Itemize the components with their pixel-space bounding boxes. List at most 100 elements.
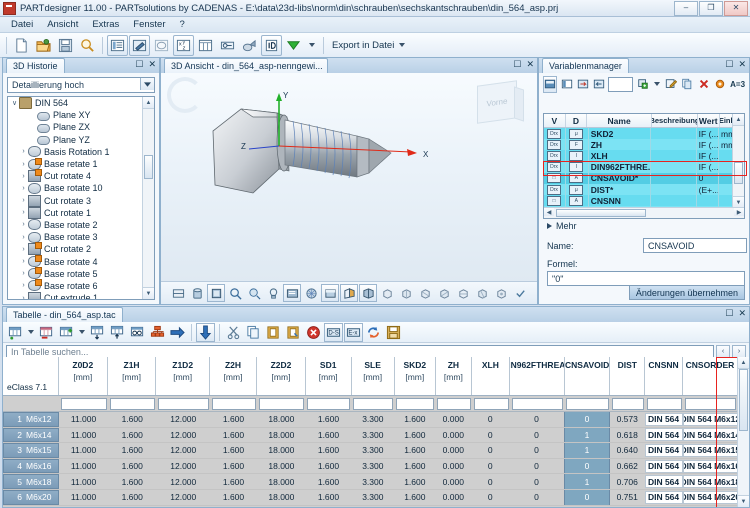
filter-input-z1h[interactable] — [109, 397, 156, 410]
apply-arrow-icon[interactable] — [168, 323, 187, 342]
table-row[interactable]: 4 M6x16 11.000 1.600 12.000 1.600 18.000 1.600 3… — [3, 458, 738, 475]
cell-din962fthread[interactable]: 0 — [534, 429, 539, 440]
table-scroll-thumb[interactable] — [739, 369, 748, 431]
tree-expander-icon[interactable]: › — [22, 245, 25, 253]
cell-z1d2[interactable]: 12.000 — [170, 492, 197, 503]
cell-z0d2[interactable]: 11.000 — [70, 414, 97, 425]
cell-cnsnn[interactable]: DIN 564 — [644, 443, 683, 457]
history-maximize-icon[interactable]: ☐ — [135, 59, 144, 69]
cell-z1d2[interactable]: 12.000 — [170, 461, 197, 472]
cell-z2d2[interactable]: 18.000 — [268, 414, 295, 425]
circle-icon[interactable] — [151, 35, 172, 56]
var-desc-cell[interactable] — [651, 161, 697, 173]
group-icon[interactable] — [148, 323, 167, 342]
list-view-icon[interactable] — [107, 34, 128, 56]
minimize-button[interactable]: – — [674, 1, 698, 16]
tree-item[interactable]: › Base rotate 5 — [8, 267, 143, 280]
filter-input-cnsorder[interactable] — [684, 397, 737, 410]
var-hscroll-right-icon[interactable]: ▶ — [734, 208, 744, 216]
add-column-icon[interactable] — [57, 323, 76, 342]
tree-expander-icon[interactable]: › — [22, 184, 25, 192]
cell-z1h[interactable]: 1.600 — [121, 414, 143, 425]
var-d-cell[interactable]: A — [566, 172, 589, 184]
tree-scroll-down-icon[interactable]: ▼ — [143, 287, 154, 299]
cell-cnsavoid[interactable]: 0 — [564, 412, 610, 427]
export-dropdown-label[interactable]: Export in Datei — [332, 39, 395, 51]
tree-item[interactable]: › Base retate 1 — [8, 157, 143, 170]
cell-cnsnn[interactable]: DIN 564 — [644, 459, 683, 473]
import-icon[interactable] — [576, 76, 590, 93]
cell-skd2[interactable]: 1.600 — [404, 414, 426, 425]
cell-zh[interactable]: 0.000 — [442, 461, 464, 472]
tree-expander-icon[interactable]: › — [22, 294, 25, 299]
tree-item[interactable]: › Cut rotate 2 — [8, 242, 143, 256]
variable-grid-vscroll[interactable]: ▲ ▼ — [732, 114, 744, 208]
section-view-icon[interactable] — [169, 284, 187, 302]
column-header-dist[interactable]: DIST — [610, 357, 646, 395]
settings-icon[interactable] — [713, 76, 727, 93]
cell-cnsorder[interactable]: DIN 564 M6x18 — [682, 475, 738, 489]
open-folder-icon[interactable] — [33, 35, 54, 56]
tree-expander-icon[interactable]: › — [22, 148, 25, 156]
var-v-cell[interactable]: □ — [544, 172, 567, 184]
column-header-din962fthread[interactable]: DIN962FTHREAD — [509, 357, 565, 395]
cell-z2h[interactable]: 1.600 — [222, 492, 245, 503]
cell-cnsorder[interactable]: DIN 564 M6x20 — [682, 490, 738, 504]
column-header-skd2[interactable]: SKD2 [mm] — [394, 357, 436, 395]
var-name-cell[interactable]: CNSNN — [589, 195, 652, 207]
edit-icon[interactable] — [664, 76, 678, 93]
variable-row[interactable]: Drx μ DIST* (E+... — [544, 183, 744, 196]
cell-cnsnn[interactable]: DIN 564 — [644, 412, 683, 426]
tree-scroll-up-icon[interactable]: ▲ — [143, 97, 154, 109]
tree-item[interactable]: › Cut extrude 1 — [8, 292, 143, 299]
column-header-sd1[interactable]: SD1 [mm] — [305, 357, 352, 395]
cell-din962fthread[interactable]: 0 — [534, 445, 539, 456]
tree-expander-icon[interactable]: › — [22, 282, 25, 290]
variable-row[interactable]: Drx μ SKD2 IF (... mm — [544, 128, 744, 140]
view-maximize-icon[interactable]: ☐ — [513, 59, 522, 69]
delete-red-icon[interactable] — [304, 323, 323, 342]
assign-variable-label[interactable]: A=3 — [730, 79, 746, 89]
view-preset-2-icon[interactable] — [397, 284, 415, 302]
new-file-icon[interactable] — [11, 35, 32, 56]
cell-z0d2[interactable]: 11.000 — [70, 429, 97, 440]
cell-z2h[interactable]: 1.600 — [222, 414, 245, 425]
search-prev-button[interactable]: ‹ — [716, 344, 730, 359]
var-desc-cell[interactable] — [651, 150, 697, 162]
cell-z1d2[interactable]: 12.000 — [170, 414, 197, 425]
tree-item[interactable]: Plane XY — [8, 109, 143, 121]
view-preset-5-icon[interactable] — [454, 284, 472, 302]
menu-item-extras[interactable]: Extras — [92, 19, 120, 30]
menu-item-datei[interactable]: Datei — [11, 19, 34, 30]
column-header-xlh[interactable]: XLH — [471, 357, 510, 395]
cell-sle[interactable]: 3.300 — [362, 445, 384, 456]
var-d-cell[interactable]: μ — [566, 183, 589, 196]
variable-grid-hscroll[interactable]: ◀ ▶ — [544, 207, 744, 218]
tree-item[interactable]: › Basis Rotation 1 — [8, 146, 143, 158]
name-input[interactable]: CNSAVOID — [643, 238, 747, 253]
var-d-cell[interactable]: μ — [566, 128, 589, 140]
variable-row[interactable]: Drx I XLH IF (... — [544, 150, 744, 162]
shaded-icon[interactable] — [321, 284, 339, 302]
var-desc-cell[interactable] — [651, 195, 697, 207]
col-v[interactable]: V — [544, 114, 566, 127]
var-desc-cell[interactable] — [651, 128, 697, 140]
data-table[interactable]: eClass 7.1 Z0D2 [mm] Z1H [mm] Z1D2 [mm] Z2H [mm]… — [3, 357, 749, 507]
db-icon[interactable]: D-S — [324, 322, 343, 342]
cell-z0d2[interactable]: 11.000 — [70, 461, 97, 472]
cell-z2d2[interactable]: 18.000 — [268, 429, 295, 440]
add-column-caret-icon[interactable] — [79, 330, 85, 334]
insert-row-below-icon[interactable] — [108, 323, 127, 342]
cell-xlh[interactable]: 0 — [487, 445, 493, 456]
var-desc-cell[interactable] — [651, 183, 697, 196]
history-close-icon[interactable]: ✕ — [148, 59, 156, 69]
cell-xlh[interactable]: 0 — [487, 492, 493, 503]
cell-skd2[interactable]: 1.600 — [404, 429, 426, 440]
cell-xlh[interactable]: 0 — [487, 461, 493, 472]
variable-row[interactable]: Drx I DIN962FTHRE... IF (... — [544, 161, 744, 173]
table-row[interactable]: 6 M6x20 11.000 1.600 12.000 1.600 18.000 1.600 3… — [3, 489, 738, 506]
cell-skd2[interactable]: 1.600 — [404, 492, 426, 503]
var-d-cell[interactable]: A — [566, 195, 589, 207]
var-scroll-up-icon[interactable]: ▲ — [733, 114, 744, 126]
